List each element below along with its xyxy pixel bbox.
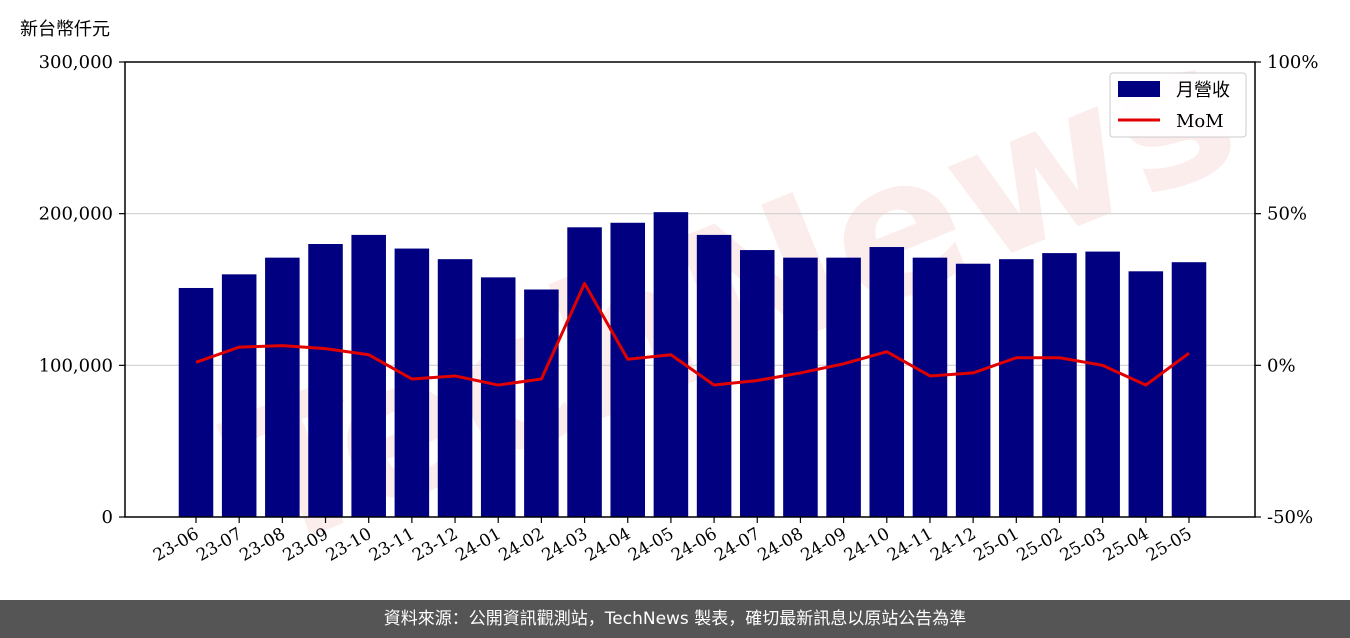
revenue-bar — [999, 259, 1034, 517]
x-tick-label: 24-12 — [927, 524, 979, 566]
y-left-tick-label: 100,000 — [39, 355, 113, 376]
legend-swatch-revenue — [1118, 81, 1160, 97]
y-left-tick-label: 200,000 — [39, 204, 113, 225]
x-tick-label: 25-02 — [1014, 524, 1066, 566]
y-right-tick-label: 100% — [1267, 52, 1318, 73]
revenue-bar — [480, 277, 516, 517]
x-tick-label: 23-07 — [193, 524, 245, 566]
revenue-bar — [955, 263, 991, 517]
revenue-bar — [869, 247, 905, 518]
bars — [178, 212, 1207, 518]
y-right-tick-label: -50% — [1267, 507, 1313, 528]
x-tick-label: 24-04 — [582, 524, 634, 566]
revenue-bar — [783, 257, 818, 517]
revenue-bar — [1042, 253, 1077, 517]
mom-line — [195, 281, 1190, 387]
plot-frame — [124, 61, 1256, 518]
y-left-tick-label: 0 — [102, 507, 113, 528]
x-tick-label: 25-03 — [1057, 524, 1109, 566]
x-tick-label: 23-06 — [150, 524, 202, 566]
legend: 月營收 MoM — [1109, 72, 1247, 138]
x-tick-label: 25-05 — [1143, 524, 1195, 566]
y-axis-left: 0 100,000 200,000 300,000 — [39, 52, 125, 528]
x-tick-label: 24-10 — [841, 524, 893, 566]
revenue-bar — [1171, 262, 1207, 517]
revenue-bar — [826, 257, 861, 517]
x-tick-label: 24-05 — [625, 524, 677, 566]
y-left-tick-label: 300,000 — [39, 52, 113, 73]
revenue-bar — [221, 274, 257, 517]
x-tick-label: 24-09 — [798, 524, 850, 566]
y-right-tick-label: 0% — [1267, 355, 1296, 376]
revenue-bar — [265, 257, 300, 517]
legend-label-revenue: 月營收 — [1176, 80, 1230, 101]
revenue-bar — [308, 244, 343, 517]
mom-line-group — [195, 281, 1190, 387]
y-right-tick-label: 50% — [1267, 204, 1307, 225]
x-tick-label: 25-01 — [970, 524, 1022, 566]
x-tick-label: 24-03 — [539, 524, 591, 566]
x-tick-label: 24-11 — [884, 524, 936, 566]
source-footer: 資料來源：公開資訊觀測站，TechNews 製表，確切最新訊息以原站公告為準 — [0, 600, 1350, 638]
revenue-bar — [178, 287, 214, 517]
revenue-bar — [567, 227, 602, 518]
x-tick-label: 24-06 — [668, 524, 720, 566]
x-tick-label: 25-04 — [1100, 524, 1152, 566]
x-tick-label: 24-07 — [711, 524, 763, 566]
revenue-bar — [739, 250, 775, 518]
revenue-bar — [437, 259, 473, 517]
x-tick-label: 24-08 — [754, 524, 806, 566]
revenue-bar — [394, 248, 430, 518]
x-tick-label: 24-01 — [452, 524, 504, 566]
y-axis-title: 新台幣仟元 — [20, 19, 110, 40]
revenue-bar — [1085, 251, 1120, 518]
revenue-bar — [351, 234, 386, 517]
revenue-bar — [1128, 271, 1164, 517]
revenue-bar — [912, 257, 948, 517]
revenue-bar — [524, 289, 559, 517]
legend-label-mom: MoM — [1176, 111, 1224, 132]
x-tick-label: 24-02 — [495, 524, 547, 566]
y-axis-right: -50% 0% 50% 100% — [1255, 52, 1318, 528]
revenue-bar — [610, 222, 646, 517]
